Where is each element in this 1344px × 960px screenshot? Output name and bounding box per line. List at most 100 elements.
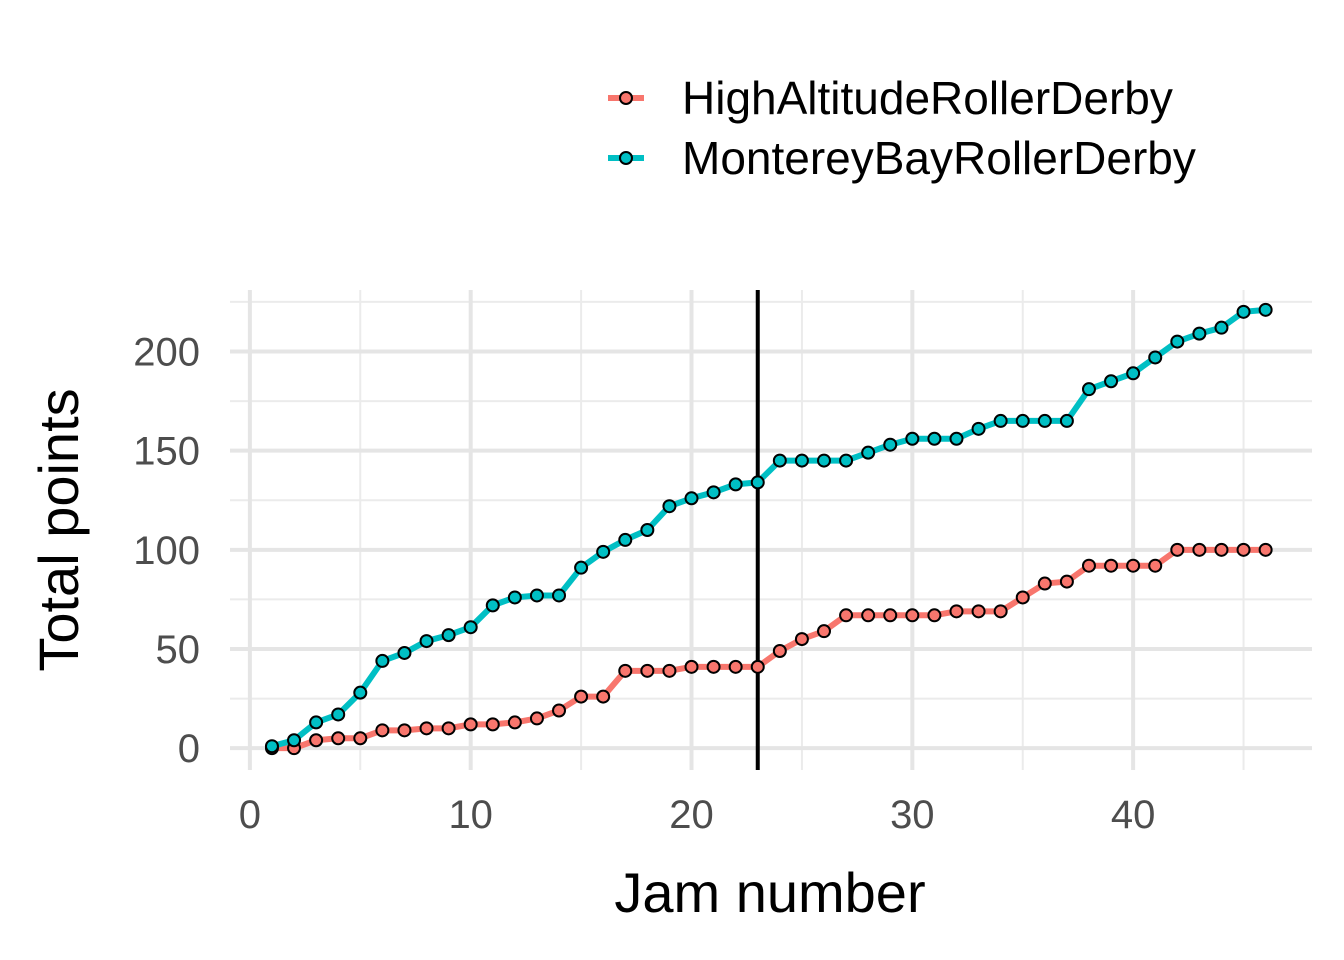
- data-point: [794, 453, 809, 468]
- data-point: [816, 624, 831, 639]
- x-axis-tick-labels: 0 10 20 30 40: [239, 793, 1156, 837]
- data-point: [883, 608, 898, 623]
- data-point: [485, 717, 500, 732]
- data-point: [883, 437, 898, 452]
- legend-label-high-altitude: HighAltitudeRollerDerby: [682, 72, 1173, 124]
- legend-key-point-high-altitude: [619, 91, 633, 105]
- data-point: [574, 689, 589, 704]
- data-point: [507, 715, 522, 730]
- data-point: [397, 723, 412, 738]
- series-line: [271, 306, 1266, 750]
- data-point: [331, 707, 346, 722]
- data-point: [839, 453, 854, 468]
- data-point: [640, 663, 655, 678]
- x-tick-label: 10: [448, 793, 493, 837]
- data-point: [728, 477, 743, 492]
- y-tick-label: 50: [156, 628, 201, 672]
- data-point: [794, 632, 809, 647]
- series-line: [271, 546, 1266, 752]
- data-point: [905, 608, 920, 623]
- y-tick-label: 0: [178, 727, 200, 771]
- data-point: [552, 588, 567, 603]
- data-point: [1258, 302, 1273, 317]
- y-tick-label: 200: [133, 330, 200, 374]
- data-point: [1059, 574, 1074, 589]
- series-lines: [271, 306, 1266, 752]
- data-point: [264, 739, 279, 754]
- data-point: [1015, 413, 1030, 428]
- data-point: [529, 588, 544, 603]
- legend-label-monterey-bay: MontereyBayRollerDerby: [682, 132, 1196, 184]
- data-point: [1170, 542, 1185, 557]
- x-tick-label: 0: [239, 793, 261, 837]
- data-point: [971, 421, 986, 436]
- data-point: [1104, 374, 1119, 389]
- legend: HighAltitudeRollerDerby MontereyBayRolle…: [608, 72, 1196, 184]
- data-point: [507, 590, 522, 605]
- data-point: [441, 628, 456, 643]
- data-point: [993, 413, 1008, 428]
- x-axis-title: Jam number: [614, 861, 925, 924]
- data-point: [662, 663, 677, 678]
- data-point: [839, 608, 854, 623]
- data-point: [684, 491, 699, 506]
- data-point: [419, 721, 434, 736]
- data-point: [927, 608, 942, 623]
- data-point: [419, 634, 434, 649]
- y-axis-tick-labels: 0 50 100 150 200: [133, 330, 200, 771]
- data-point: [971, 604, 986, 619]
- data-point: [331, 731, 346, 746]
- data-point: [772, 453, 787, 468]
- data-point: [662, 499, 677, 514]
- data-point: [1081, 382, 1096, 397]
- data-point: [772, 643, 787, 658]
- data-point: [861, 445, 876, 460]
- data-point: [1214, 320, 1229, 335]
- data-point: [618, 663, 633, 678]
- data-point: [441, 721, 456, 736]
- data-point: [1214, 542, 1229, 557]
- data-point: [596, 689, 611, 704]
- data-point: [1015, 590, 1030, 605]
- data-point: [861, 608, 876, 623]
- data-point: [309, 733, 324, 748]
- data-point: [1192, 326, 1207, 341]
- x-tick-label: 40: [1111, 793, 1156, 837]
- data-point: [1192, 542, 1207, 557]
- data-point: [1236, 304, 1251, 319]
- data-point: [463, 620, 478, 635]
- data-point: [1059, 413, 1074, 428]
- data-point: [1170, 334, 1185, 349]
- data-point: [949, 431, 964, 446]
- data-point: [574, 560, 589, 575]
- x-tick-label: 20: [669, 793, 714, 837]
- x-tick-label: 30: [890, 793, 935, 837]
- y-tick-label: 150: [133, 430, 200, 474]
- data-point: [375, 723, 390, 738]
- data-point: [993, 604, 1008, 619]
- data-point: [728, 659, 743, 674]
- data-point: [816, 453, 831, 468]
- data-point: [684, 659, 699, 674]
- data-point: [1037, 576, 1052, 591]
- data-point: [1126, 558, 1141, 573]
- data-point: [397, 645, 412, 660]
- data-point: [706, 485, 721, 500]
- data-point: [640, 523, 655, 537]
- data-point: [353, 731, 368, 746]
- data-point: [949, 604, 964, 619]
- data-point: [905, 431, 920, 446]
- data-point: [750, 475, 765, 490]
- data-point: [1081, 558, 1096, 573]
- data-point: [485, 598, 500, 613]
- data-point: [1126, 366, 1141, 381]
- data-point: [706, 659, 721, 674]
- data-point: [596, 544, 611, 559]
- legend-item-high-altitude: HighAltitudeRollerDerby: [608, 72, 1173, 124]
- data-point: [618, 532, 633, 547]
- y-tick-label: 100: [133, 529, 200, 573]
- data-point: [1148, 350, 1163, 365]
- data-point: [1258, 542, 1273, 557]
- data-point: [552, 703, 567, 718]
